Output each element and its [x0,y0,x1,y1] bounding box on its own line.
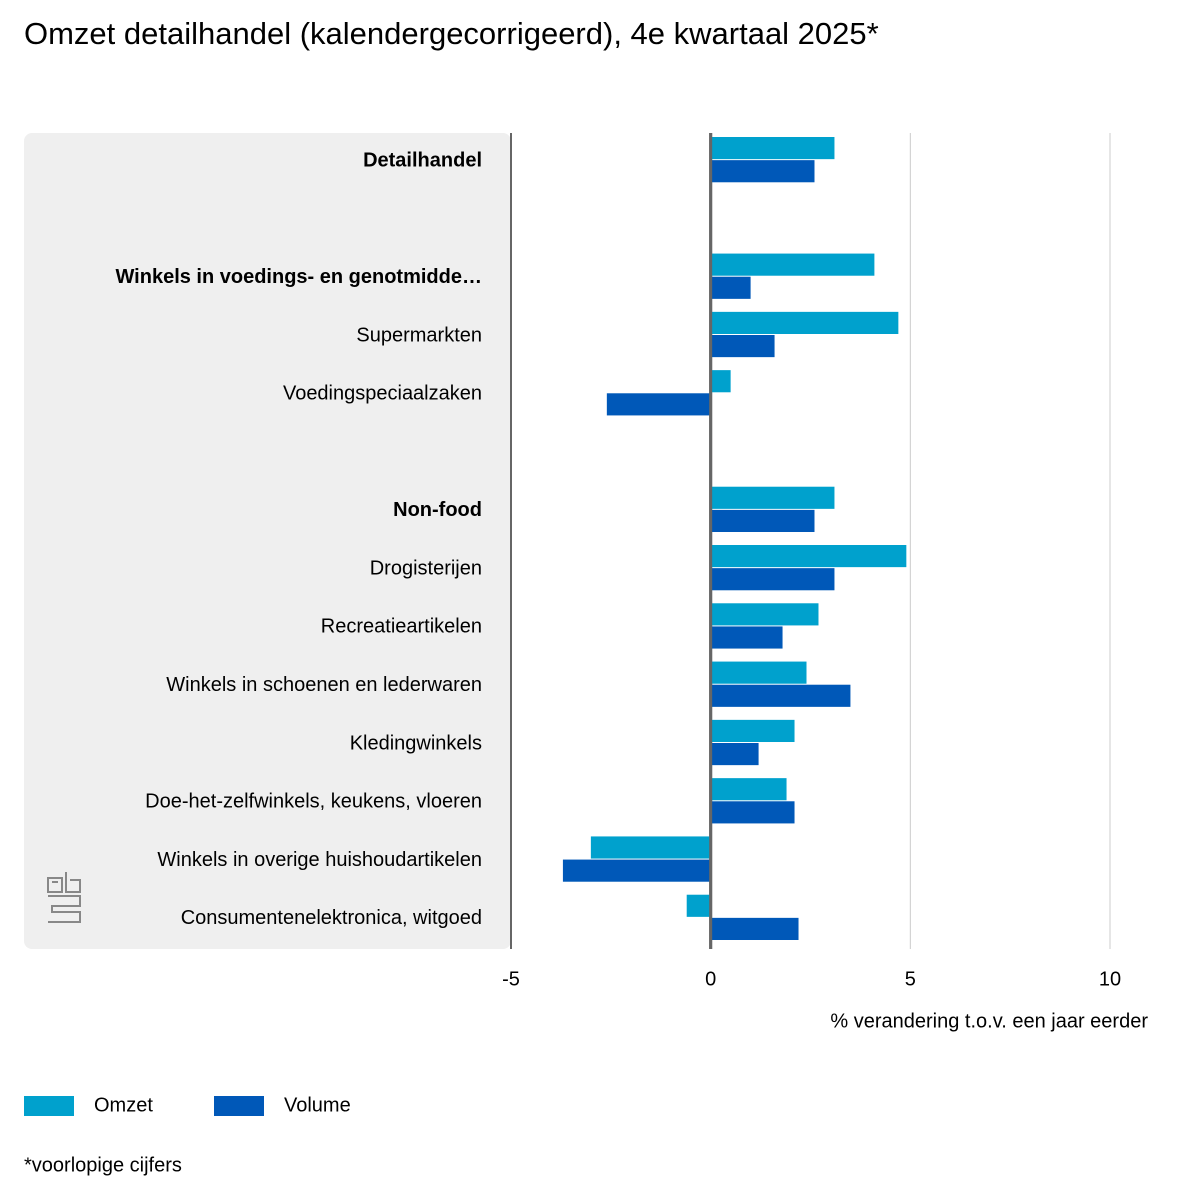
bar [710,137,835,160]
category-label: Winkels in voedings- en genotmidde… [115,266,482,288]
footnote: *voorlopige cijfers [24,1154,182,1176]
bar [590,836,711,859]
bar [710,801,795,824]
bar [710,684,851,707]
bar [710,568,835,591]
bar [710,626,783,649]
x-axis-label: % verandering t.o.v. een jaar eerder [830,1010,1148,1032]
category-label: Doe-het-zelfwinkels, keukens, vloeren [145,791,482,813]
bar [710,719,795,742]
bar [710,370,731,393]
legend-swatch [214,1096,264,1116]
bar [710,509,815,532]
x-tick-label: 0 [705,968,716,990]
bar [710,160,815,183]
bar [710,253,875,276]
category-label: Kledingwinkels [350,732,482,754]
bar [710,545,907,568]
category-label: Supermarkten [356,324,482,346]
category-label: Recreatieartikelen [321,616,482,638]
bar [710,743,759,766]
category-label: Drogisterijen [370,557,482,579]
category-label: Voedingspeciaalzaken [283,383,482,405]
legend-label: Omzet [94,1094,153,1116]
bar [686,894,711,917]
bar [710,486,835,509]
legend-swatch [24,1096,74,1116]
category-label: Consumentenelektronica, witgoed [181,907,482,929]
x-tick-label: 10 [1099,968,1121,990]
chart-title: Omzet detailhandel (kalendergecorrigeerd… [24,16,879,51]
legend-label: Volume [284,1094,351,1116]
logo [47,872,81,923]
category-label: Non-food [393,499,482,521]
bar [710,603,819,626]
category-label: Winkels in schoenen en lederwaren [166,674,482,696]
bar [606,393,711,416]
category-label: Winkels in overige huishoudartikelen [157,849,482,871]
x-tick-label: -5 [502,968,520,990]
bar [710,335,775,358]
bar [710,311,899,334]
bar [710,276,751,299]
bar [562,859,711,882]
bar [710,917,799,940]
x-tick-label: 5 [905,968,916,990]
bar [710,778,787,801]
label-panel [24,133,511,949]
category-label: Detailhandel [363,149,482,171]
bar [710,661,807,684]
